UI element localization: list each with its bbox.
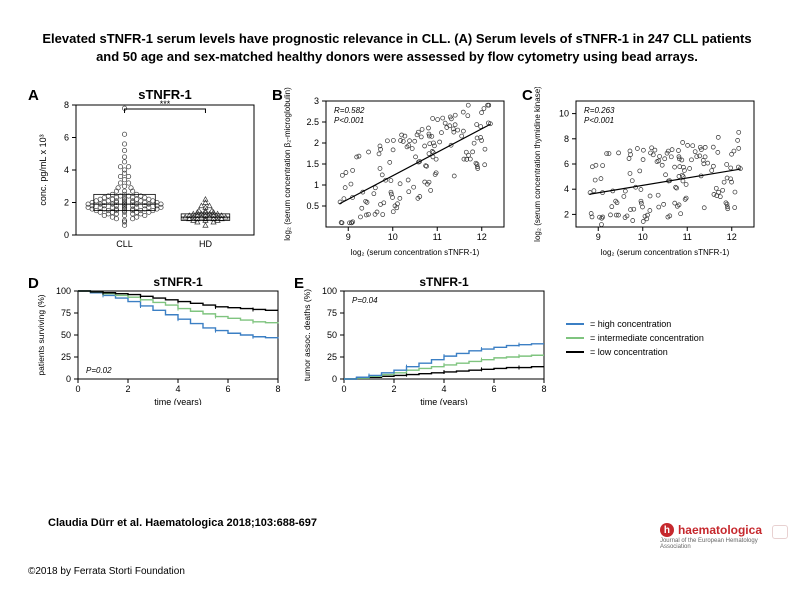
panel-b: B 9 10 11 12 0.5 1 1.5 2 2.5 3 log₂ (serum concent… xyxy=(272,87,514,257)
svg-text:log₂ (serum concentration β₂-m: log₂ (serum concentration β₂-microglobul… xyxy=(283,87,292,241)
svg-text:11: 11 xyxy=(683,232,692,242)
panel-d-label: D xyxy=(28,275,39,292)
svg-text:3: 3 xyxy=(314,96,319,106)
svg-text:log₂ (serum concentration sTNF: log₂ (serum concentration sTNFR-1) xyxy=(351,248,480,257)
svg-text:9: 9 xyxy=(596,232,601,242)
svg-text:2: 2 xyxy=(391,384,396,394)
svg-text:12: 12 xyxy=(477,232,487,242)
journal-name: haematologica xyxy=(678,523,762,537)
svg-text:50: 50 xyxy=(327,330,337,340)
legend-label: = intermediate concentration xyxy=(590,333,704,343)
svg-text:2.5: 2.5 xyxy=(306,117,319,127)
stamp-icon xyxy=(772,525,788,539)
svg-text:6: 6 xyxy=(564,159,569,169)
panels-row-1: A sTNFR-102468conc. pg/mL x 10³CLLHD*** … xyxy=(28,87,766,257)
svg-text:25: 25 xyxy=(327,352,337,362)
svg-text:9: 9 xyxy=(346,232,351,242)
svg-text:patients surviving (%): patients surviving (%) xyxy=(36,294,46,375)
citation: Claudia Dürr et al. Haematologica 2018;1… xyxy=(48,517,317,529)
legend-swatch xyxy=(566,337,584,339)
svg-text:0: 0 xyxy=(66,374,71,384)
panel-a-label: A xyxy=(28,87,39,104)
legend-label: = high concentration xyxy=(590,319,671,329)
km-legend: = high concentration = intermediate conce… xyxy=(566,319,704,361)
svg-text:sTNFR-1: sTNFR-1 xyxy=(153,275,203,289)
svg-text:8: 8 xyxy=(541,384,546,394)
svg-text:4: 4 xyxy=(175,384,180,394)
svg-text:2: 2 xyxy=(314,138,319,148)
svg-text:4: 4 xyxy=(441,384,446,394)
legend-swatch xyxy=(566,351,584,353)
panel-a-chart: sTNFR-102468conc. pg/mL x 10³CLLHD*** xyxy=(28,87,264,257)
journal-logo: h haematologica Journal of the European … xyxy=(660,523,762,537)
svg-text:6: 6 xyxy=(491,384,496,394)
legend-item: = high concentration xyxy=(566,319,704,329)
svg-text:2: 2 xyxy=(64,198,69,208)
svg-text:conc. pg/mL x 10³: conc. pg/mL x 10³ xyxy=(38,134,48,205)
svg-text:P=0.04: P=0.04 xyxy=(352,296,378,305)
svg-text:12: 12 xyxy=(727,232,737,242)
svg-text:time (years): time (years) xyxy=(420,397,468,405)
svg-text:2: 2 xyxy=(564,209,569,219)
panel-c: C 9 10 11 12 2 4 6 8 10 log₂ (serum concentration… xyxy=(522,87,764,257)
svg-text:25: 25 xyxy=(61,352,71,362)
svg-text:log₂ (serum concentration sTNF: log₂ (serum concentration sTNFR-1) xyxy=(601,248,730,257)
svg-text:10: 10 xyxy=(638,232,648,242)
svg-text:P<0.001: P<0.001 xyxy=(334,116,364,125)
panels-row-2: D sTNFR-1 0 2 4 6 8 0 25 50 75 100 time (years) pati… xyxy=(28,275,766,405)
legend-label: = low concentration xyxy=(590,347,668,357)
panel-d-chart: sTNFR-1 0 2 4 6 8 0 25 50 75 100 time (years) patien… xyxy=(28,275,288,405)
legend-item: = intermediate concentration xyxy=(566,333,704,343)
svg-text:6: 6 xyxy=(225,384,230,394)
svg-text:HD: HD xyxy=(199,239,212,249)
svg-text:P<0.001: P<0.001 xyxy=(584,116,614,125)
svg-text:P=0.02: P=0.02 xyxy=(86,366,112,375)
panel-e-label: E xyxy=(294,275,304,292)
svg-text:8: 8 xyxy=(275,384,280,394)
svg-text:8: 8 xyxy=(564,134,569,144)
svg-text:8: 8 xyxy=(64,100,69,110)
svg-text:100: 100 xyxy=(56,286,71,296)
svg-text:100: 100 xyxy=(322,286,337,296)
svg-text:***: *** xyxy=(160,99,171,109)
panel-d: D sTNFR-1 0 2 4 6 8 0 25 50 75 100 time (years) pati… xyxy=(28,275,288,405)
panel-e-chart: sTNFR-1 0 2 4 6 8 0 25 50 75 100 time (years) tumor … xyxy=(294,275,554,405)
svg-text:0: 0 xyxy=(341,384,346,394)
journal-subtitle: Journal of the European Hematology Assoc… xyxy=(660,538,762,550)
svg-text:6: 6 xyxy=(64,133,69,143)
svg-text:10: 10 xyxy=(388,232,398,242)
svg-text:0: 0 xyxy=(332,374,337,384)
svg-text:75: 75 xyxy=(327,308,337,318)
svg-text:0: 0 xyxy=(75,384,80,394)
svg-text:4: 4 xyxy=(564,184,569,194)
figure-caption: Elevated sTNFR-1 serum levels have progn… xyxy=(28,30,766,65)
legend-swatch xyxy=(566,323,584,325)
legend-item: = low concentration xyxy=(566,347,704,357)
svg-text:1: 1 xyxy=(314,180,319,190)
svg-text:tumor assoc. deaths (%): tumor assoc. deaths (%) xyxy=(302,289,312,381)
svg-text:R=0.263: R=0.263 xyxy=(584,106,615,115)
panel-b-label: B xyxy=(272,87,283,104)
journal-logo-icon: h xyxy=(660,523,674,537)
panel-a: A sTNFR-102468conc. pg/mL x 10³CLLHD*** xyxy=(28,87,264,257)
copyright: ©2018 by Ferrata Storti Foundation xyxy=(28,566,185,577)
svg-text:4: 4 xyxy=(64,165,69,175)
svg-text:10: 10 xyxy=(559,109,569,119)
panel-c-chart: 9 10 11 12 2 4 6 8 10 log₂ (serum concentration s… xyxy=(522,87,764,257)
svg-text:11: 11 xyxy=(433,232,442,242)
svg-text:sTNFR-1: sTNFR-1 xyxy=(419,275,469,289)
panel-c-label: C xyxy=(522,87,533,104)
svg-text:75: 75 xyxy=(61,308,71,318)
svg-text:R=0.582: R=0.582 xyxy=(334,106,365,115)
panel-b-chart: 9 10 11 12 0.5 1 1.5 2 2.5 3 log₂ (serum concentra… xyxy=(272,87,514,257)
svg-text:CLL: CLL xyxy=(116,239,133,249)
svg-text:log₂ (serum concentration thym: log₂ (serum concentration thymidine kina… xyxy=(533,87,542,242)
svg-text:0.5: 0.5 xyxy=(306,201,319,211)
svg-text:time (years): time (years) xyxy=(154,397,202,405)
panel-e: E sTNFR-1 0 2 4 6 8 0 25 50 75 100 time (years) tumo… xyxy=(294,275,554,405)
svg-text:1.5: 1.5 xyxy=(306,159,319,169)
svg-text:2: 2 xyxy=(125,384,130,394)
svg-text:50: 50 xyxy=(61,330,71,340)
svg-text:0: 0 xyxy=(64,230,69,240)
